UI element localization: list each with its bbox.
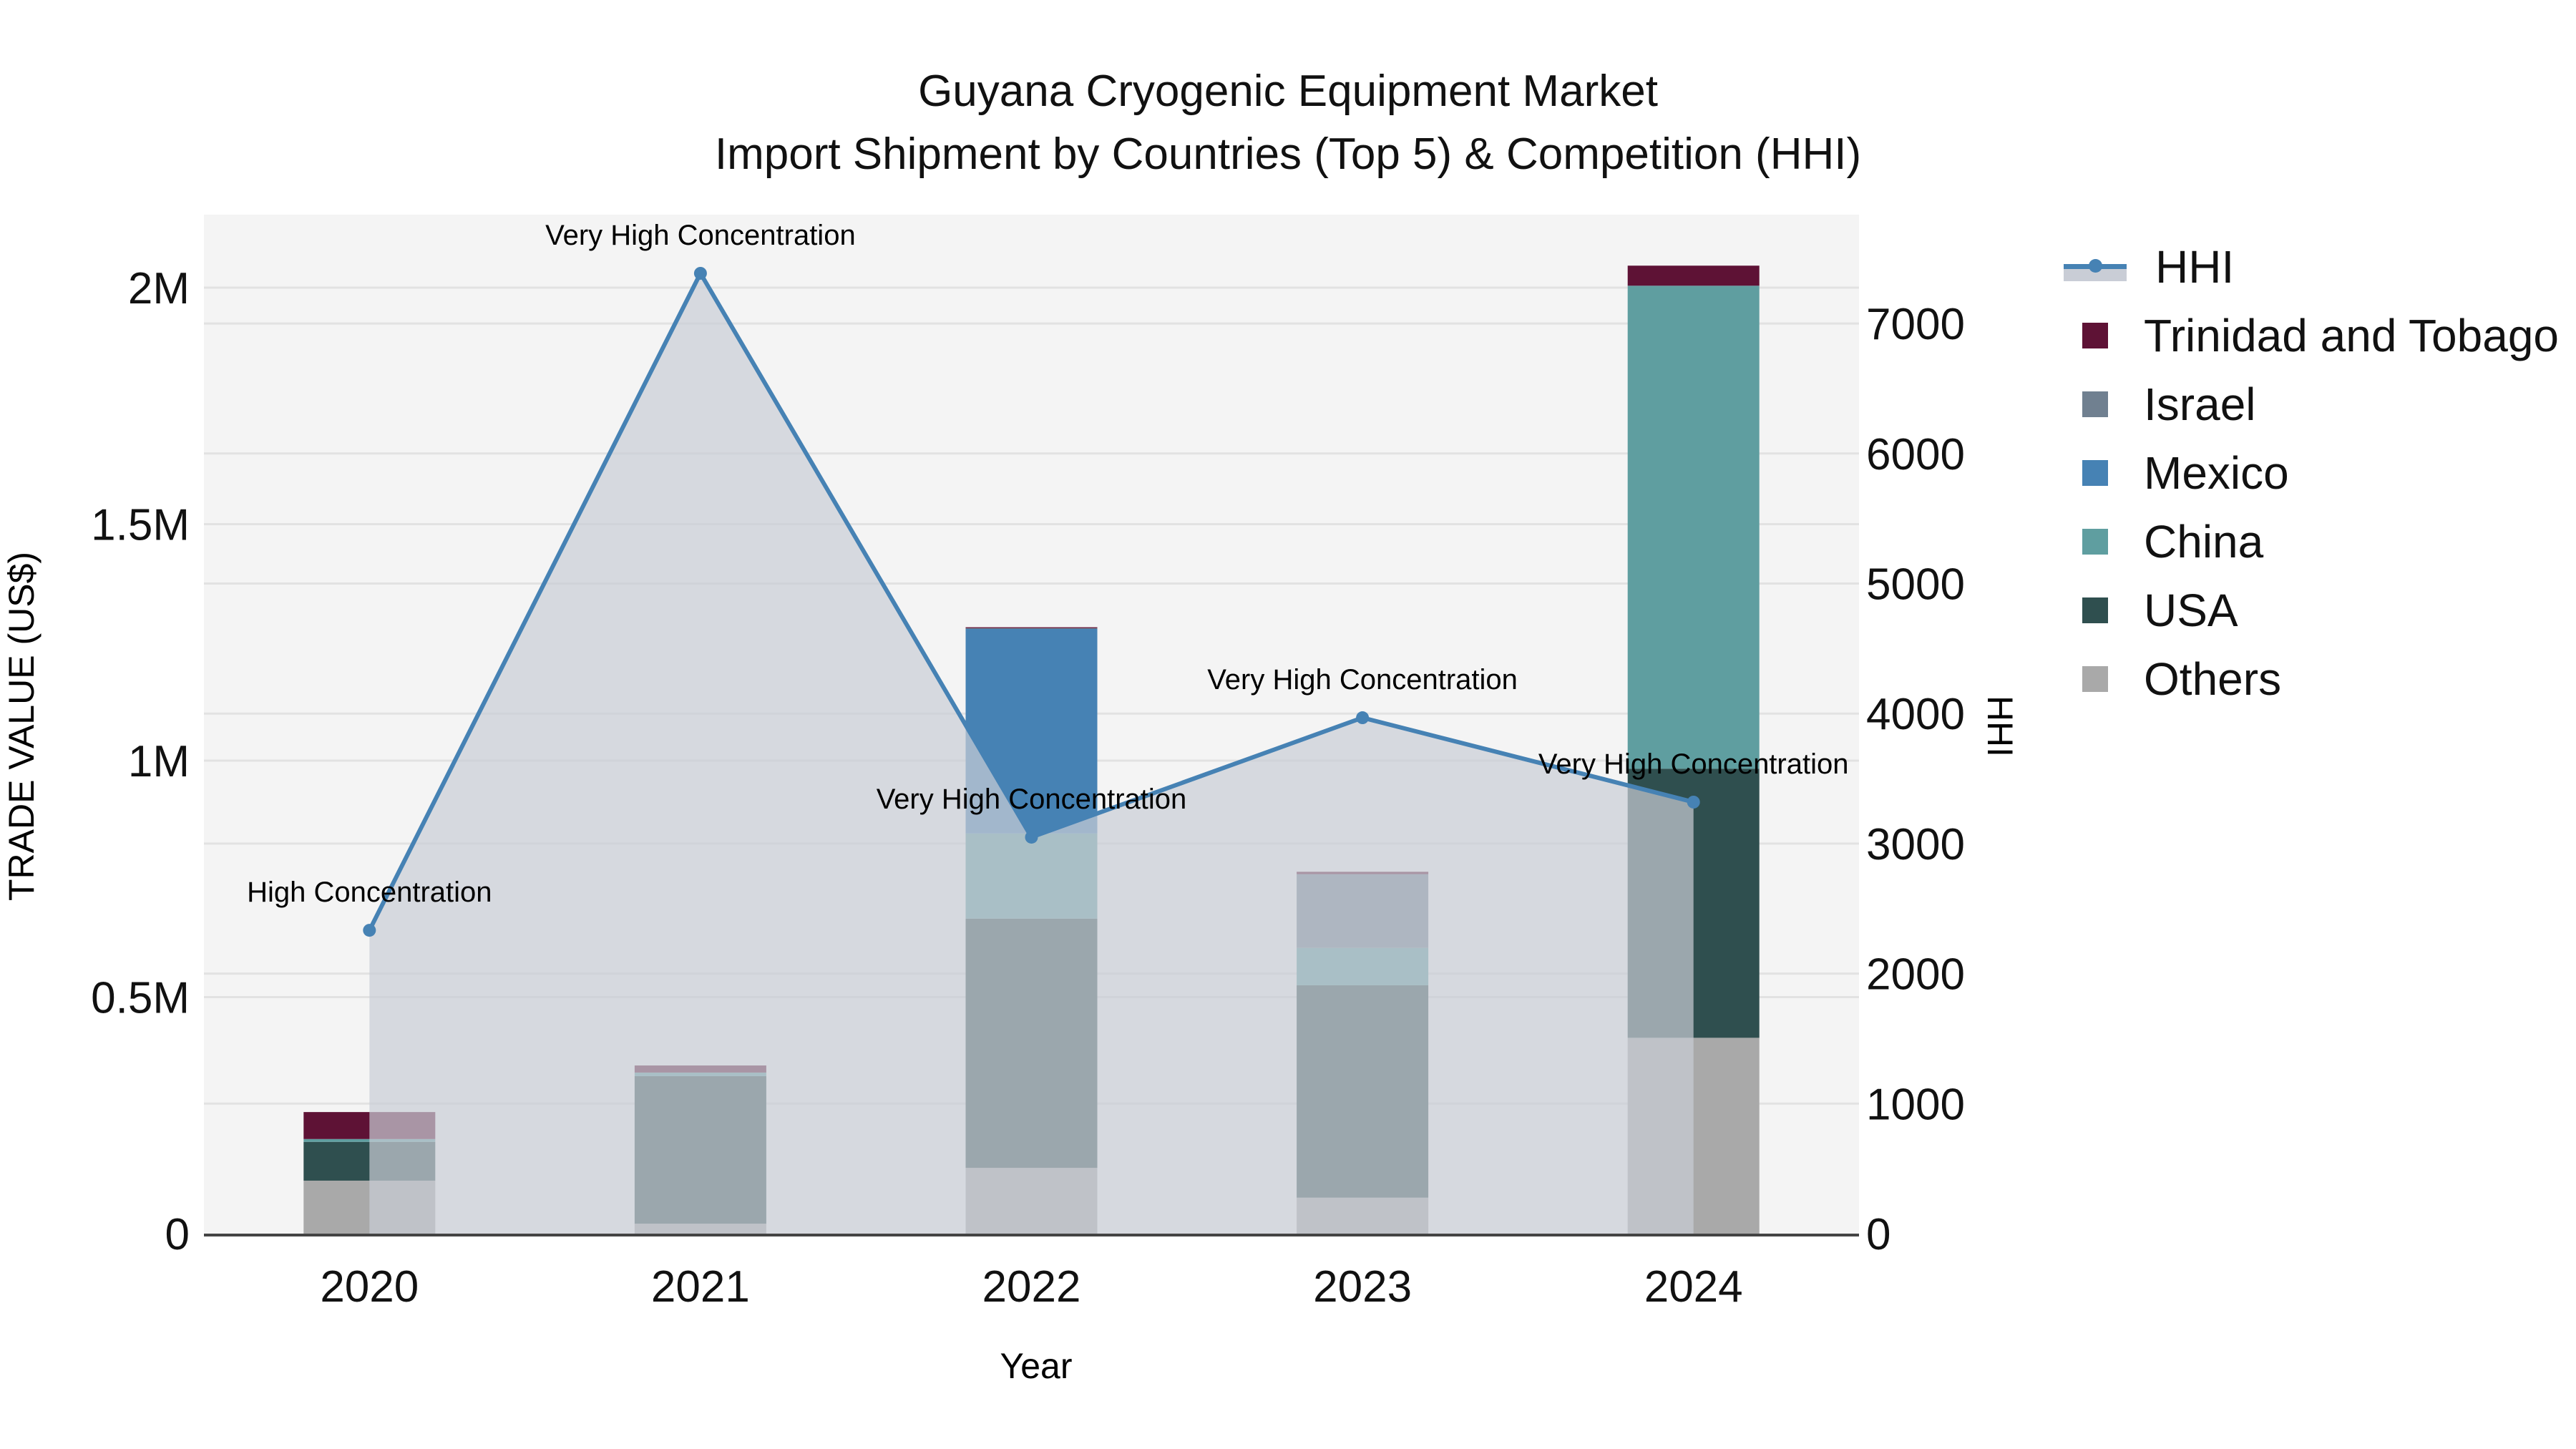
hhi-area (369, 273, 1694, 1234)
square-swatch-icon (2082, 323, 2108, 348)
y-axis-ticks: 0 0.5M 1M 1.5M 2M (91, 264, 190, 1259)
svg-text:5000: 5000 (1866, 560, 1965, 610)
svg-text:Very High Concentration: Very High Concentration (1538, 748, 1849, 780)
svg-text:2024: 2024 (1644, 1262, 1743, 1312)
legend-item-mexico[interactable]: Mexico (2046, 439, 2559, 507)
svg-text:4000: 4000 (1866, 690, 1965, 739)
svg-text:0: 0 (165, 1210, 190, 1259)
svg-text:Very High Concentration: Very High Concentration (877, 784, 1187, 815)
svg-text:0: 0 (1866, 1210, 1890, 1259)
line-marker-icon (2064, 253, 2127, 281)
legend-label: Others (2144, 653, 2282, 705)
chart-title-line2: Import Shipment by Countries (Top 5) & C… (714, 130, 1862, 179)
hhi-line (363, 266, 1700, 937)
svg-text:2022: 2022 (982, 1262, 1081, 1312)
svg-text:2000: 2000 (1866, 950, 1965, 1000)
legend-label: USA (2144, 585, 2238, 636)
svg-text:7000: 7000 (1866, 300, 1965, 349)
legend-item-usa[interactable]: USA (2046, 576, 2559, 645)
svg-text:6000: 6000 (1866, 430, 1965, 479)
y-axis-title: TRADE VALUE (US$) (1, 551, 42, 902)
svg-text:2020: 2020 (320, 1262, 419, 1312)
x-axis-ticks: 2020 2021 2022 2023 2024 (320, 1262, 1742, 1312)
legend-item-hhi[interactable]: HHI (2046, 233, 2559, 301)
svg-text:1000: 1000 (1866, 1080, 1965, 1129)
svg-text:1M: 1M (128, 737, 190, 786)
legend-item-trinidad-and-tobago[interactable]: Trinidad and Tobago (2046, 301, 2559, 370)
svg-text:2M: 2M (128, 264, 190, 313)
hhi-annotations: High Concentration Very High Concentratio… (247, 220, 1848, 908)
legend-label: Israel (2144, 379, 2256, 430)
svg-text:Very High Concentration: Very High Concentration (1207, 664, 1518, 696)
svg-text:3000: 3000 (1866, 820, 1965, 869)
legend-label: Trinidad and Tobago (2144, 310, 2559, 361)
square-swatch-icon (2082, 529, 2108, 555)
svg-text:High Concentration: High Concentration (247, 877, 492, 908)
square-swatch-icon (2082, 391, 2108, 417)
x-axis-title: Year (1000, 1346, 1073, 1386)
legend-label: Mexico (2144, 447, 2289, 499)
svg-text:Very High Concentration: Very High Concentration (545, 220, 856, 251)
legend-item-china[interactable]: China (2046, 507, 2559, 576)
square-swatch-icon (2082, 666, 2108, 692)
chart-title-line1: Guyana Cryogenic Equipment Market (918, 67, 1658, 116)
legend: HHI Trinidad and Tobago Israel Mexico Ch… (2046, 233, 2559, 713)
y2-axis-title: HHI (1980, 695, 2020, 758)
svg-text:1.5M: 1.5M (91, 501, 190, 550)
svg-text:2023: 2023 (1313, 1262, 1412, 1312)
square-swatch-icon (2082, 597, 2108, 623)
legend-label: China (2144, 516, 2264, 567)
legend-item-others[interactable]: Others (2046, 645, 2559, 713)
svg-text:2021: 2021 (651, 1262, 750, 1312)
svg-text:0.5M: 0.5M (91, 974, 190, 1023)
square-swatch-icon (2082, 460, 2108, 486)
legend-label: HHI (2155, 241, 2235, 293)
legend-item-israel[interactable]: Israel (2046, 370, 2559, 439)
y2-axis-ticks: 0 1000 2000 3000 4000 5000 6000 7000 (1866, 300, 1965, 1259)
